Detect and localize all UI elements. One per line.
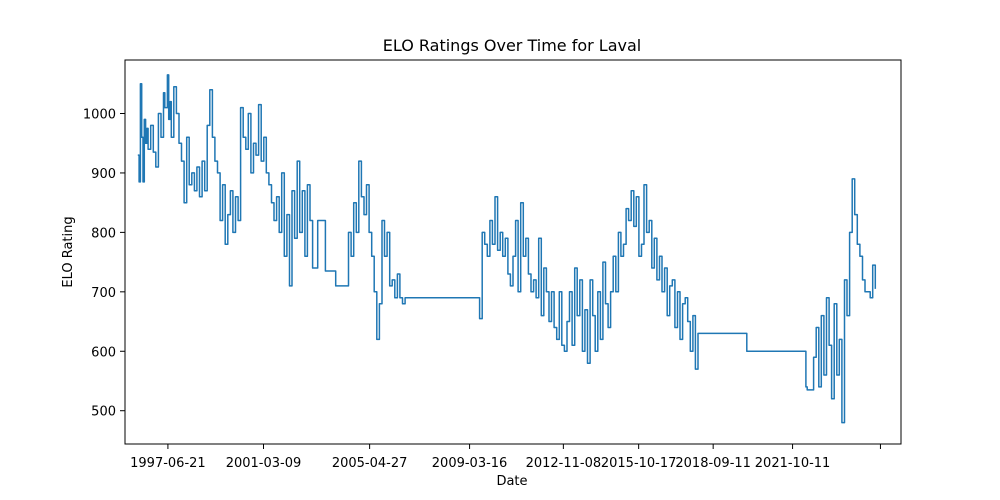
y-tick-label: 800 (91, 226, 116, 241)
y-axis-label: ELO Rating (61, 216, 76, 287)
x-axis-label: Date (496, 474, 527, 489)
y-tick-label: 1000 (83, 107, 116, 122)
x-tick-label: 2021-10-11 (755, 456, 831, 471)
x-tick-label: 2001-03-09 (226, 456, 302, 471)
x-tick-label: 2015-10-17 (601, 456, 677, 471)
x-axis: 1997-06-21 2001-03-09 2005-04-27 2009-03-16… (130, 444, 881, 471)
x-tick-label: 2018-09-11 (675, 456, 751, 471)
x-tick-label: 2005-04-27 (332, 456, 408, 471)
x-tick-label: 2009-03-16 (432, 456, 508, 471)
y-tick-label: 500 (91, 405, 116, 420)
x-tick-label: 2012-11-08 (526, 456, 602, 471)
x-tick-label: 1997-06-21 (130, 456, 206, 471)
chart-title: ELO Ratings Over Time for Laval (383, 36, 641, 55)
plot-background (125, 60, 901, 444)
series-line-laval (137, 74, 877, 424)
y-tick-label: 600 (91, 345, 116, 360)
plot-frame (124, 59, 902, 445)
y-tick-label: 700 (91, 286, 116, 301)
y-tick-label: 900 (91, 167, 116, 182)
y-axis: 500 600 700 800 900 1000 (83, 107, 125, 420)
plot-area (124, 59, 902, 445)
